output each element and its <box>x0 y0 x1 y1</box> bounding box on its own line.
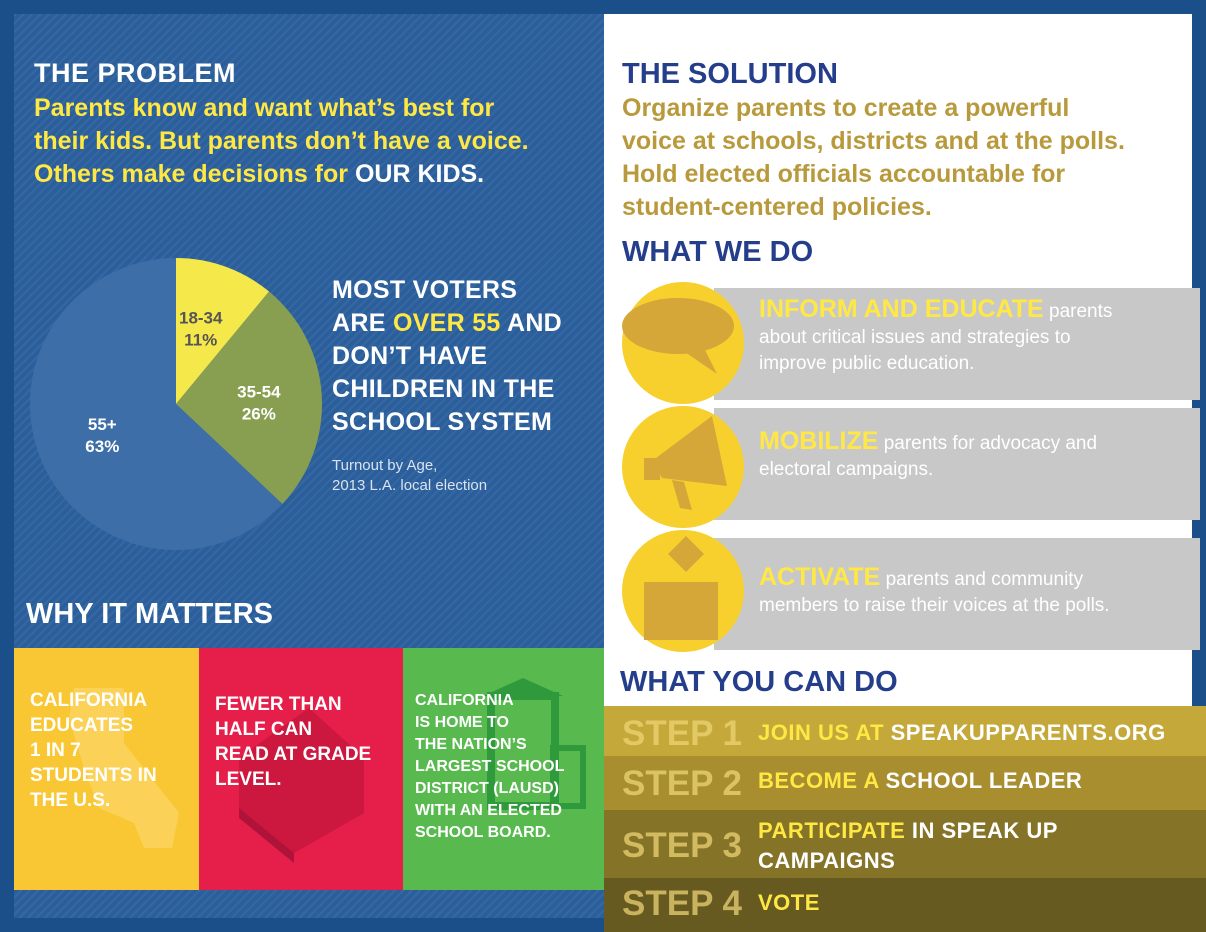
solution-line-3: Hold elected officials accountable for <box>622 160 1066 188</box>
what-you-can-do-heading: WHAT YOU CAN DO <box>620 666 898 698</box>
fact-text-1: CALIFORNIA EDUCATES 1 IN 7 STUDENTS IN T… <box>30 690 157 811</box>
pie-value-55-: 63% <box>85 437 119 456</box>
step-2: STEP 2 BECOME A SCHOOL LEADER <box>604 756 1206 810</box>
problem-statement: Parents know and want what’s best for th… <box>34 92 594 191</box>
fact-text-2: FEWER THAN HALF CAN READ AT GRADE LEVEL. <box>215 694 372 790</box>
voters-line-5: SCHOOL SYSTEM <box>332 408 553 436</box>
california-map-icon <box>69 688 179 848</box>
problem-line-2: their kids. But parents don’t have a voi… <box>34 127 529 155</box>
mobilize-key: MOBILIZE <box>759 427 879 455</box>
pie-slice-35-54 <box>176 291 322 504</box>
problem-heading: THE PROBLEM <box>34 58 237 88</box>
megaphone-icon <box>622 406 744 528</box>
voters-line-2c: AND <box>500 309 563 337</box>
activate-key: ACTIVATE <box>759 563 881 591</box>
problem-line-1: Parents know and want what’s best for <box>34 94 495 122</box>
inform-key: INFORM AND EDUCATE <box>759 295 1044 323</box>
what-we-do-heading: WHAT WE DO <box>622 236 814 268</box>
step-3-number: STEP 3 <box>622 826 742 865</box>
step-3: STEP 3 PARTICIPATE IN SPEAK UP CAMPAIGNS <box>604 810 1206 878</box>
voters-line-2a: ARE <box>332 309 393 337</box>
chart-caption: Turnout by Age, 2013 L.A. local election <box>332 456 487 496</box>
step-4: STEP 4 VOTE <box>604 878 1206 932</box>
mobilize-card: MOBILIZE parents for advocacy and electo… <box>714 408 1200 520</box>
voters-line-2: ARE OVER 55 AND <box>332 307 592 340</box>
solution-line-1: Organize parents to create a powerful <box>622 94 1070 122</box>
pie-label-18-34: 18-34 <box>179 308 223 327</box>
step-1: STEP 1 JOIN US AT SPEAKUPPARENTS.ORG <box>604 706 1206 756</box>
problem-line-3: Others make decisions for OUR KIDS. <box>34 158 594 191</box>
inform-card: INFORM AND EDUCATE parents about critica… <box>714 288 1200 400</box>
voters-line-4: CHILDREN IN THE <box>332 375 555 403</box>
step-2-number: STEP 2 <box>622 764 742 803</box>
speech-bubble-icon <box>622 282 744 404</box>
pie-slice-18-34 <box>176 258 270 404</box>
pie-value-18-34: 11% <box>184 330 217 349</box>
pie-slice-55- <box>29 258 283 550</box>
voters-line-3: DON’T HAVE <box>332 342 488 370</box>
fact-text-3: CALIFORNIA IS HOME TO THE NATION’S LARGE… <box>415 692 565 841</box>
turnout-pie-chart: 18-34 11% 35-54 26% 55+ 63% <box>29 258 322 550</box>
website-link[interactable]: SPEAKUPPARENTS.ORG <box>890 720 1166 745</box>
problem-line-3-white: OUR KIDS. <box>354 160 485 188</box>
solution-line-4: student-centered policies. <box>622 193 932 221</box>
solution-line-2: voice at schools, districts and at the p… <box>622 127 1125 155</box>
voters-statement: MOST VOTERS ARE OVER 55 AND DON’T HAVE C… <box>332 274 592 439</box>
school-building-icon <box>483 678 586 810</box>
activate-card: ACTIVATE parents and community members t… <box>714 538 1200 650</box>
pie-label-55-: 55+ <box>88 415 117 434</box>
voters-line-1: MOST VOTERS <box>332 276 518 304</box>
chart-caption-line-2: 2013 L.A. local election <box>332 477 488 494</box>
solution-statement: Organize parents to create a powerful vo… <box>622 92 1187 224</box>
voters-highlight: OVER 55 <box>392 309 501 337</box>
book-icon <box>239 708 364 863</box>
fact-box-reading: FEWER THAN HALF CAN READ AT GRADE LEVEL. <box>199 648 403 890</box>
fact-box-california: CALIFORNIA EDUCATES 1 IN 7 STUDENTS IN T… <box>14 648 199 890</box>
step-4-number: STEP 4 <box>622 884 742 923</box>
pie-label-35-54: 35-54 <box>237 382 281 401</box>
ballot-box-icon <box>622 530 744 652</box>
pie-value-35-54: 26% <box>242 404 276 423</box>
problem-line-3-yellow: Others make decisions for <box>34 160 355 188</box>
problem-panel: THE PROBLEM Parents know and want what’s… <box>14 14 604 918</box>
chart-caption-line-1: Turnout by Age, <box>332 457 438 474</box>
why-it-matters-heading: WHY IT MATTERS <box>26 598 274 630</box>
step-1-number: STEP 1 <box>622 714 742 753</box>
solution-heading: THE SOLUTION <box>622 58 838 90</box>
fact-box-lausd: CALIFORNIA IS HOME TO THE NATION’S LARGE… <box>403 648 604 890</box>
